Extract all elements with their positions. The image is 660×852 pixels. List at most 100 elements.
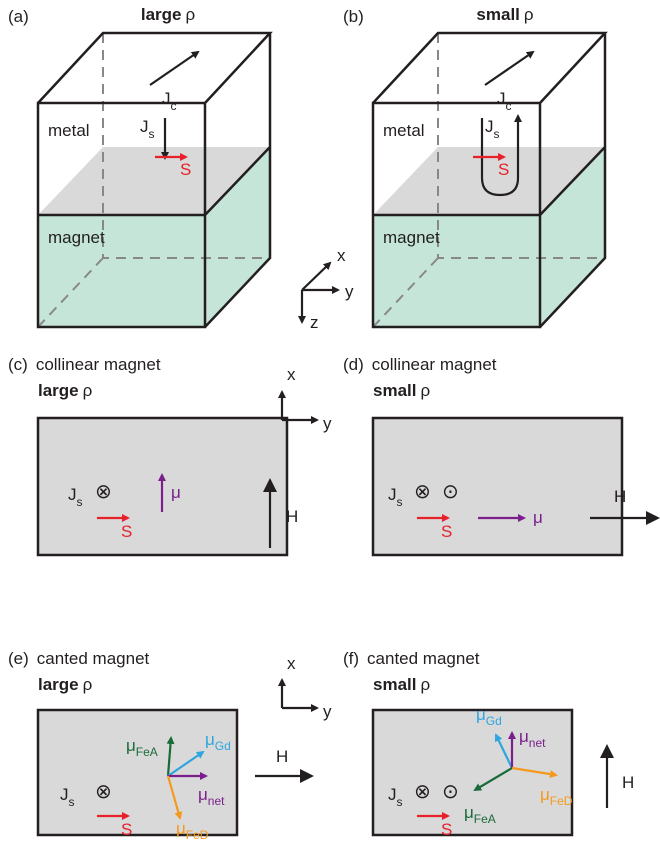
- moment-label: μFeD: [540, 785, 573, 808]
- subscript: c: [171, 99, 177, 113]
- charge-current-arrow: [484, 50, 535, 86]
- title-symbol: ρ: [420, 381, 430, 400]
- spin-current-label: Js: [388, 485, 403, 509]
- symbol: μ: [126, 736, 136, 755]
- field-label: H: [614, 487, 626, 506]
- title-symbol: ρ: [524, 5, 534, 24]
- panel-e: (e) canted magnet large ρ Js ⊗ S μFeA μGd …: [8, 649, 314, 842]
- subscript: FeD: [550, 794, 573, 808]
- moment-arrow: [166, 775, 183, 820]
- title-word: large: [38, 675, 79, 694]
- moment-label: μGd: [205, 730, 231, 753]
- moment-arrow: [495, 733, 513, 769]
- title-word: small: [373, 381, 416, 400]
- layer-label: metal: [383, 121, 425, 140]
- spin-current-label: Js: [68, 485, 83, 509]
- panel-title: large ρ: [141, 5, 195, 24]
- sample: [36, 708, 239, 837]
- subscript: s: [494, 127, 500, 141]
- field-label: H: [622, 773, 634, 792]
- spin-label: S: [121, 820, 132, 839]
- layer-label: magnet: [48, 228, 105, 247]
- heading: canted magnet: [37, 649, 150, 668]
- panel-label: (f) canted magnet: [343, 649, 480, 668]
- magnet-front: [373, 215, 540, 327]
- spin-current-label: Js: [60, 785, 75, 809]
- title-word: large: [38, 381, 79, 400]
- axis-label: y: [323, 702, 332, 721]
- magnet-side: [205, 147, 270, 327]
- out-symbol: ⊙: [442, 781, 459, 803]
- field-label: H: [286, 507, 298, 526]
- hidden-edges: [372, 33, 605, 328]
- symbol: μ: [476, 705, 486, 724]
- axis-label: x: [287, 654, 296, 673]
- title-symbol: ρ: [83, 675, 93, 694]
- title-word: small: [373, 675, 416, 694]
- panel-label: (c) collinear magnet: [8, 355, 161, 374]
- symbol: μ: [176, 819, 186, 838]
- moment-label: μ: [533, 508, 543, 527]
- spin-label: S: [498, 160, 509, 179]
- moment-label: μGd: [476, 705, 502, 728]
- axis-arrow: [301, 261, 332, 291]
- symbol: J: [485, 117, 494, 136]
- title-word: small: [476, 5, 519, 24]
- magnet-front: [38, 215, 205, 327]
- moment-label: μFeD: [176, 819, 209, 842]
- panel-label: (b): [343, 7, 364, 26]
- panel-label: (d) collinear magnet: [343, 355, 497, 374]
- axes-2d: x y: [278, 654, 332, 721]
- axis-label: y: [345, 282, 354, 301]
- out-symbol: ⊙: [442, 481, 459, 503]
- subscript: c: [506, 99, 512, 113]
- panel-f: (f) canted magnet small ρ Js ⊗ ⊙ S μGd μne…: [343, 649, 634, 839]
- spin-current-arrow: [480, 114, 522, 197]
- spin-label: S: [441, 522, 452, 541]
- symbol: μ: [519, 727, 529, 746]
- moment-label: μnet: [198, 785, 225, 808]
- panel-title: large ρ: [38, 675, 92, 694]
- axes-2d: x y: [278, 365, 332, 433]
- panel-title: small ρ: [373, 675, 430, 694]
- subscript: s: [69, 795, 75, 809]
- symbol: J: [60, 785, 69, 804]
- title-symbol: ρ: [83, 381, 93, 400]
- layer-label: metal: [48, 121, 90, 140]
- cube-edges: [36, 31, 273, 329]
- moment-label: μ: [171, 483, 181, 502]
- panel-title: large ρ: [38, 381, 92, 400]
- title-symbol: ρ: [420, 675, 430, 694]
- into-symbol: ⊗: [414, 481, 431, 503]
- axes-3d: x y z: [298, 246, 354, 332]
- spin-label: S: [180, 160, 191, 179]
- moment-label: μFeA: [126, 736, 158, 759]
- symbol: μ: [464, 803, 474, 822]
- label: (f): [343, 649, 359, 668]
- spin-current-label: Js: [485, 117, 500, 141]
- spin-label: S: [441, 820, 452, 839]
- panel-b: (b) small ρ Jc metal Js S magnet: [343, 5, 608, 329]
- panel-title: small ρ: [373, 381, 430, 400]
- subscript: FeA: [136, 745, 158, 759]
- into-symbol: ⊗: [414, 781, 431, 803]
- label: (d): [343, 355, 364, 374]
- moment-arrow: [166, 736, 175, 777]
- subscript: s: [397, 495, 403, 509]
- panel-label: (e) canted magnet: [8, 649, 150, 668]
- panel-title: small ρ: [476, 5, 533, 24]
- axis-label: x: [287, 365, 296, 384]
- panel-a: (a) large ρ Jc metal Js S magnet: [8, 5, 273, 329]
- title-symbol: ρ: [185, 5, 195, 24]
- panel-label: (a): [8, 7, 29, 26]
- symbol: J: [497, 89, 506, 108]
- subscript: net: [529, 736, 546, 750]
- interface: [373, 147, 605, 215]
- axis-label: z: [310, 313, 319, 332]
- charge-current-label: Jc: [162, 89, 177, 113]
- symbol: J: [68, 485, 77, 504]
- title-word: large: [141, 5, 182, 24]
- axis-label: x: [337, 246, 346, 265]
- subscript: s: [149, 127, 155, 141]
- subscript: net: [208, 794, 225, 808]
